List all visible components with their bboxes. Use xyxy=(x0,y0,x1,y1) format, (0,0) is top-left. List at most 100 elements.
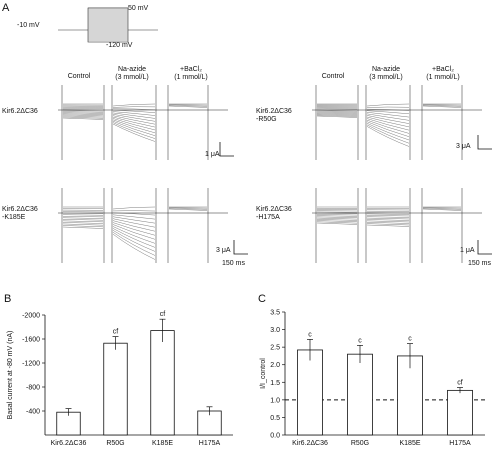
chart-normalized-current: 0.0 0.5 1.0 1.5 2.0 2.5 3.0 3.5 I/I_control c Kir6… xyxy=(260,310,485,447)
current-sweep xyxy=(366,220,410,223)
category-label: Kir6.2ΔC36 xyxy=(51,440,87,447)
current-sweep xyxy=(112,115,156,125)
current-sweep xyxy=(62,111,104,113)
current-sweep xyxy=(422,208,462,210)
significance-label: cf xyxy=(457,380,463,387)
current-sweep xyxy=(112,230,156,252)
significance-label: c xyxy=(308,331,312,338)
current-sweep xyxy=(316,108,358,110)
protocol-bottom-label: -120 mV xyxy=(106,42,133,49)
protocol-step-box xyxy=(87,7,129,43)
bar xyxy=(347,353,373,436)
current-sweep xyxy=(62,113,104,115)
current-sweep xyxy=(62,222,104,224)
current-sweep xyxy=(366,126,410,147)
current-sweep xyxy=(168,208,208,210)
header-azide-left-l2: (3 mmol/L) xyxy=(115,74,149,81)
trace-label-k185e: Kir6.2ΔC36 -K185E xyxy=(2,206,38,222)
current-sweep xyxy=(112,218,156,228)
current-sweep xyxy=(316,110,358,112)
current-sweep xyxy=(112,212,156,216)
current-sweep xyxy=(112,232,156,256)
trace-label-h175a-l2: -H175A xyxy=(256,214,280,221)
scale-label-wt: 1 μA xyxy=(205,151,220,158)
current-sweep xyxy=(112,216,156,224)
y-tick-label: -400 xyxy=(26,409,40,416)
category-label: K185E xyxy=(399,440,420,447)
current-sweep xyxy=(366,224,410,227)
scale-bar-wt xyxy=(219,142,234,157)
current-sweep xyxy=(316,215,358,217)
panel-c-letter: C xyxy=(258,293,266,305)
current-sweep xyxy=(112,116,156,128)
current-sweep xyxy=(112,228,156,248)
current-sweep xyxy=(422,207,462,209)
current-sweep xyxy=(168,105,208,107)
current-sweep xyxy=(366,103,410,107)
category-label: H175A xyxy=(199,440,221,447)
current-sweep xyxy=(62,216,104,218)
current-sweep xyxy=(316,114,358,117)
y-tick-label: 2.0 xyxy=(270,362,280,369)
current-sweep xyxy=(366,119,410,134)
current-sweep xyxy=(366,215,410,217)
header-azide-left-l1: Na-azide xyxy=(117,66,146,73)
trace-label-k185e-l2: -K185E xyxy=(2,214,26,221)
current-sweep xyxy=(316,217,358,220)
header-ba-right-l2: (1 mmol/L) xyxy=(426,74,460,81)
current-sweep xyxy=(112,114,156,122)
bar xyxy=(447,389,473,436)
header-azide-left: Na-azide (3 mmol/L) xyxy=(104,66,160,82)
significance-label: c xyxy=(358,337,362,344)
category-label: Kir6.2ΔC36 xyxy=(292,440,328,447)
scale-bar-k185e xyxy=(233,240,248,255)
header-azide-right-l1: Na-azide xyxy=(371,66,400,73)
current-sweep xyxy=(168,105,208,108)
current-sweep xyxy=(168,104,208,106)
current-sweep xyxy=(366,123,410,141)
trace-panel-h175a xyxy=(312,188,482,263)
trace-panel-r50g xyxy=(312,85,482,160)
panel-b-letter: B xyxy=(4,293,12,305)
current-sweep xyxy=(366,216,410,218)
bar xyxy=(397,355,423,436)
y-tick-label: 0.5 xyxy=(270,415,280,422)
current-sweep xyxy=(168,208,208,211)
current-sweep xyxy=(316,113,358,115)
y-tick-label: 3.5 xyxy=(270,310,280,317)
current-sweep xyxy=(366,222,410,224)
trace-label-k185e-l1: Kir6.2ΔC36 xyxy=(2,206,38,213)
current-sweep xyxy=(112,206,156,210)
scale-label-h175a: 1 μA xyxy=(460,247,475,254)
current-sweep xyxy=(366,108,410,111)
y-tick-label: -1200 xyxy=(22,361,40,368)
chart-basal-current: -2000 -1600 -1200 -800 -400 Basal current at … xyxy=(7,311,233,447)
current-sweep xyxy=(62,226,104,229)
current-sweep xyxy=(112,222,156,236)
current-sweep xyxy=(112,119,156,134)
panel-a-letter: A xyxy=(2,2,10,14)
current-sweep xyxy=(316,220,358,222)
current-sweep xyxy=(112,108,156,110)
trace-panel-k185e xyxy=(58,188,228,263)
scale-bar-h175a xyxy=(477,240,492,255)
bar xyxy=(297,349,323,436)
trace-label-h175a-l1: Kir6.2ΔC36 xyxy=(256,206,292,213)
scale-label-r50g: 3 μA xyxy=(456,143,471,150)
current-sweep xyxy=(366,219,410,221)
current-sweep xyxy=(62,217,104,219)
category-label: H175A xyxy=(449,440,471,447)
y-tick-label: -2000 xyxy=(22,313,40,320)
header-azide-right-l2: (3 mmol/L) xyxy=(369,74,403,81)
category-label: R50G xyxy=(106,440,124,447)
current-sweep xyxy=(112,106,156,108)
scale-label-k185e: 3 μA xyxy=(216,247,231,254)
header-control-left: Control xyxy=(67,73,91,80)
current-sweep xyxy=(366,116,410,128)
current-sweep xyxy=(62,112,104,114)
header-ba-right-l1: +BaCl₂ xyxy=(432,66,454,73)
current-sweep xyxy=(316,222,358,225)
y-tick-label: -800 xyxy=(26,385,40,392)
current-sweep xyxy=(62,109,104,111)
current-sweep xyxy=(366,110,410,114)
